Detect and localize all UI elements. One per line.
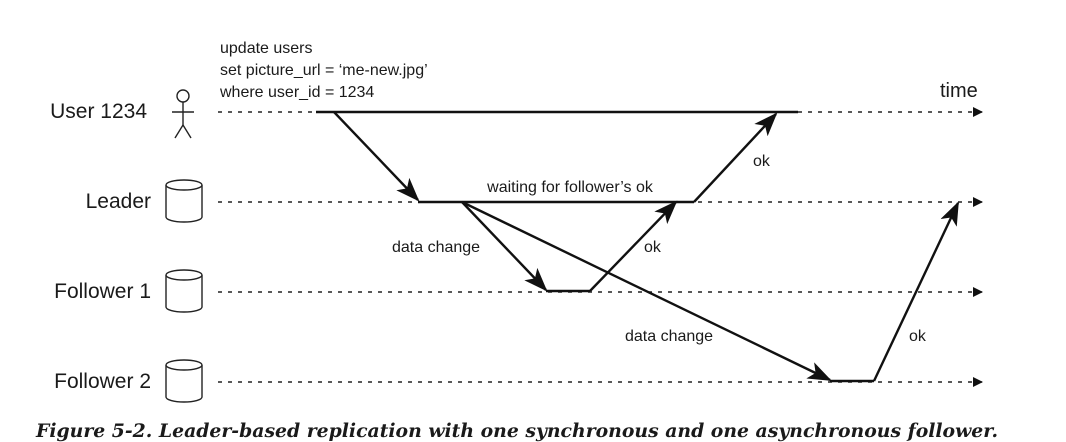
arrow-user-to-leader bbox=[333, 111, 420, 202]
query-line-2: set picture_url = ‘me-new.jpg’ bbox=[220, 62, 428, 79]
lane-label-follower-1: Follower 1 bbox=[54, 280, 151, 303]
lane-label-user: User 1234 bbox=[50, 100, 147, 123]
arrow-leader-ok-to-user bbox=[693, 112, 778, 203]
database-icon bbox=[165, 359, 203, 403]
data-change-label-2: data change bbox=[625, 328, 713, 345]
arrow-follower-2-ok bbox=[872, 201, 960, 382]
arrow-leader-to-follower-1 bbox=[461, 201, 548, 292]
time-label: time bbox=[940, 80, 978, 102]
database-icon bbox=[165, 179, 203, 223]
ok-label-follower-2: ok bbox=[909, 328, 927, 345]
arrow-leader-to-follower-2 bbox=[461, 200, 832, 382]
lane-label-follower-2: Follower 2 bbox=[54, 370, 151, 393]
person-icon bbox=[172, 89, 194, 139]
figure-caption: Figure 5-2. Leader-based replication wit… bbox=[35, 420, 998, 442]
database-icon bbox=[165, 269, 203, 313]
ok-label-user: ok bbox=[753, 153, 771, 170]
ok-label-follower-1: ok bbox=[644, 239, 662, 256]
waiting-label: waiting for follower’s ok bbox=[486, 179, 654, 196]
lane-label-leader: Leader bbox=[86, 190, 151, 213]
query-line-3: where user_id = 1234 bbox=[219, 84, 374, 101]
query-line-1: update users bbox=[220, 40, 313, 57]
data-change-label-1: data change bbox=[392, 239, 480, 256]
arrow-follower-1-ok bbox=[589, 200, 678, 292]
